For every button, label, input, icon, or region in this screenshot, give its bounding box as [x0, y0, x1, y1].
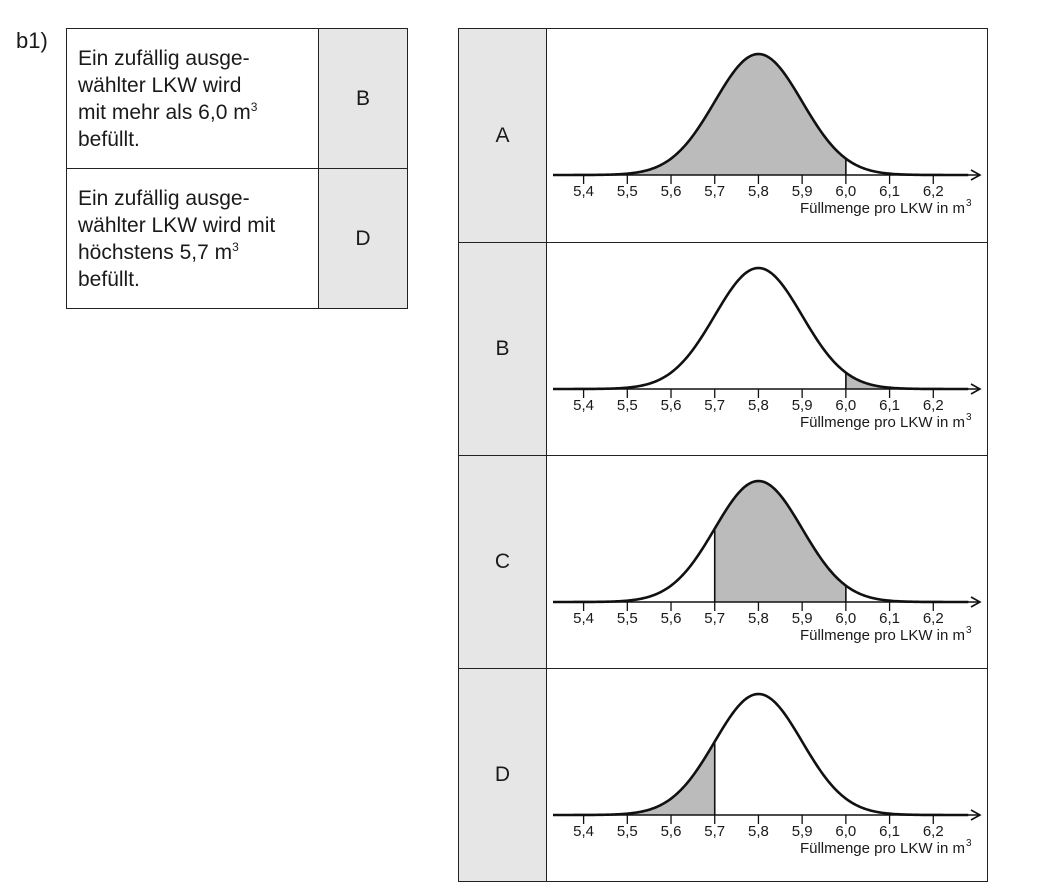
option-chart: 5,4 5,5 5,6 5,7 5,8 5,9 6,0 6,1 6,2 Füllmenge pro…: [547, 243, 987, 455]
x-axis-label-superscript: 3: [966, 838, 972, 849]
task-label: b1): [16, 28, 48, 53]
statement-row: Ein zufällig ausge- wählter LKW wird mit…: [66, 168, 408, 309]
x-tick-label: 5,4: [573, 823, 594, 840]
shaded-probability-area: [845, 372, 977, 389]
x-axis-label-superscript: 3: [966, 412, 972, 423]
shaded-probability-area: [553, 54, 846, 175]
x-axis-label: Füllmenge pro LKW in m: [800, 200, 965, 217]
x-tick-label: 5,6: [661, 610, 682, 627]
x-tick-label: 6,1: [879, 823, 900, 840]
options-table: A 5,4 5,5 5,6 5,7 5,8 5,9 6,0 6,1 6,2 Füllmenge p…: [458, 28, 988, 882]
x-tick-label: 6,0: [835, 397, 856, 414]
x-tick-label: 5,9: [792, 823, 813, 840]
x-axis-arrow: [970, 169, 982, 181]
x-tick-label: 5,7: [704, 397, 725, 414]
x-tick-label: 5,4: [573, 610, 594, 627]
x-tick-label: 6,2: [923, 183, 944, 200]
x-tick-label: 5,9: [792, 610, 813, 627]
x-axis-label-superscript: 3: [966, 198, 972, 209]
statement-line: wählter LKW wird mit: [78, 213, 276, 237]
x-axis-label: Füllmenge pro LKW in m: [800, 840, 965, 857]
x-tick-label: 5,8: [748, 397, 769, 414]
statement-line: Ein zufällig ausge-: [78, 46, 250, 70]
x-tick-label: 6,2: [923, 823, 944, 840]
option-letter: B: [459, 243, 547, 455]
x-tick-label: 5,8: [748, 183, 769, 200]
x-tick-label: 5,5: [617, 610, 638, 627]
statement-text: Ein zufällig ausge- wählter LKW wird mit…: [66, 28, 319, 169]
option-chart: 5,4 5,5 5,6 5,7 5,8 5,9 6,0 6,1 6,2 Füllmenge pro…: [547, 456, 987, 668]
x-tick-label: 5,5: [617, 397, 638, 414]
x-tick-label: 6,0: [835, 183, 856, 200]
answer-cell: D: [318, 168, 408, 309]
x-tick-label: 5,5: [617, 823, 638, 840]
x-tick-label: 5,4: [573, 397, 594, 414]
option-row-a: A 5,4 5,5 5,6 5,7 5,8 5,9 6,0 6,1 6,2 Füllmenge p…: [459, 29, 987, 242]
x-tick-label: 5,7: [704, 610, 725, 627]
shaded-probability-area: [714, 481, 846, 602]
statement-table: Ein zufällig ausge- wählter LKW wird mit…: [66, 28, 408, 309]
statement-line: wählter LKW wird: [78, 73, 242, 97]
x-tick-label: 5,8: [748, 823, 769, 840]
unit-superscript: 3: [232, 239, 239, 254]
x-axis-label-superscript: 3: [966, 625, 972, 636]
x-tick-label: 5,5: [617, 183, 638, 200]
unit-superscript: 3: [250, 99, 258, 114]
x-tick-label: 5,6: [661, 397, 682, 414]
x-axis-arrow: [970, 383, 982, 395]
x-tick-label: 5,4: [573, 183, 594, 200]
statement-row: Ein zufällig ausge- wählter LKW wird mit…: [66, 28, 408, 169]
density-curve: [553, 692, 969, 817]
x-axis-arrow: [970, 809, 982, 821]
x-tick-label: 5,7: [704, 823, 725, 840]
x-tick-label: 5,6: [661, 823, 682, 840]
statement-line: mit mehr als 6,0 m: [78, 100, 251, 124]
answer-cell: B: [318, 28, 408, 169]
x-axis-label: Füllmenge pro LKW in m: [800, 414, 965, 431]
x-tick-label: 6,1: [879, 610, 900, 627]
option-row-b: B 5,4 5,5 5,6 5,7 5,8 5,9 6,0 6,1 6,2 Füllmenge p…: [459, 242, 987, 455]
x-tick-label: 5,9: [792, 183, 813, 200]
statement-line: höchstens 5,7 m: [78, 240, 233, 264]
x-tick-label: 6,0: [835, 823, 856, 840]
option-letter: C: [459, 456, 547, 668]
option-chart: 5,4 5,5 5,6 5,7 5,8 5,9 6,0 6,1 6,2 Füllmenge pro…: [547, 669, 987, 881]
x-tick-label: 6,1: [879, 183, 900, 200]
option-chart: 5,4 5,5 5,6 5,7 5,8 5,9 6,0 6,1 6,2 Füllmenge pro…: [547, 29, 987, 242]
x-tick-label: 6,2: [923, 610, 944, 627]
option-row-c: C 5,4 5,5 5,6 5,7 5,8 5,9 6,0 6,1 6,2 Füllmenge p…: [459, 455, 987, 668]
x-tick-label: 5,8: [748, 610, 769, 627]
x-tick-label: 6,0: [835, 610, 856, 627]
x-axis-label: Füllmenge pro LKW in m: [800, 627, 965, 644]
statement-text: Ein zufällig ausge- wählter LKW wird mit…: [66, 168, 319, 309]
option-letter: D: [459, 669, 547, 881]
statement-line: Ein zufällig ausge-: [78, 186, 250, 210]
statement-line: befüllt.: [78, 127, 140, 151]
x-tick-label: 5,6: [661, 183, 682, 200]
density-curve: [553, 266, 969, 391]
option-row-d: D 5,4 5,5 5,6 5,7 5,8 5,9 6,0 6,1 6,2 Füllmenge p…: [459, 668, 987, 881]
x-axis-arrow: [970, 596, 982, 608]
option-letter: A: [459, 29, 547, 242]
x-tick-label: 5,7: [704, 183, 725, 200]
x-tick-label: 6,2: [923, 397, 944, 414]
x-tick-label: 6,1: [879, 397, 900, 414]
x-tick-label: 5,9: [792, 397, 813, 414]
statement-line: befüllt.: [78, 267, 140, 291]
